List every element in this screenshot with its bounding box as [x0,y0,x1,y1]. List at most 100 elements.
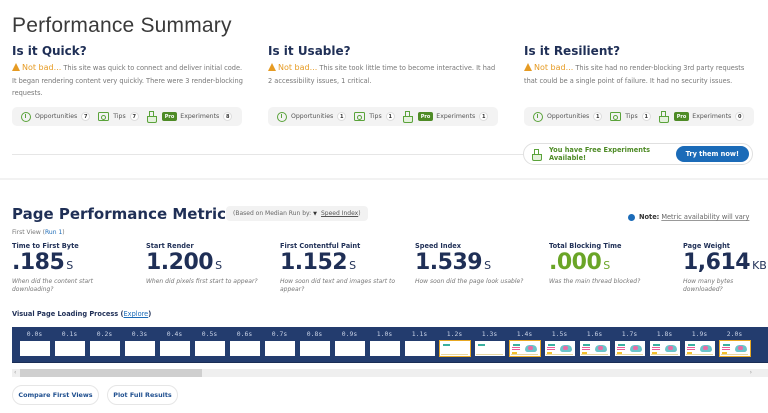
frame-time: 0.8s [306,330,323,338]
scroll-left-arrow-icon[interactable]: ‹ [14,369,17,376]
frame-time: 0.7s [271,330,288,338]
resilient-heading: Is it Resilient? [524,44,621,58]
frame-thumbnail [54,341,85,356]
experiments-chip[interactable]: Pro Experiments 1 [402,111,489,123]
filmstrip-scrollbar[interactable]: ‹ › [12,369,768,377]
experiments-count: 0 [735,112,745,121]
frame-thumbnail [264,341,295,356]
frame-thumbnail [369,341,400,356]
quick-column: Is it Quick? Not bad... This site was qu… [12,44,244,100]
filmstrip-frame[interactable]: 1.1s [402,327,437,356]
frame-thumbnail [124,341,155,356]
first-view-label: First View (Run 1) [12,229,65,236]
opportunities-count: 1 [593,112,603,121]
performance-summary: Performance Summary Is it Quick? Not bad… [0,0,768,180]
opportunities-count: 7 [81,112,91,121]
filmstrip-frame[interactable]: 1.2s [437,327,472,357]
frame-thumbnail [579,341,610,356]
frame-thumbnail [474,341,505,356]
dropdown-triangle-icon[interactable]: ▼ [313,210,317,217]
frame-time: 1.8s [656,330,673,338]
frame-time: 1.7s [621,330,638,338]
opportunities-chip[interactable]: Opportunities 7 [21,111,91,122]
warning-icon [268,63,276,71]
filmstrip-frame[interactable]: 1.7s [612,327,647,356]
filmstrip-frame[interactable]: 0.4s [157,327,192,356]
experiments-chip[interactable]: Pro Experiments 0 [658,111,745,123]
opportunities-chip[interactable]: Opportunities 1 [533,111,603,122]
filmstrip-frame[interactable]: 1.6s [577,327,612,356]
tips-chip[interactable]: Tips 1 [610,112,651,121]
usable-status: Not bad... [278,63,318,72]
filmstrip-frame[interactable]: 0.0s [17,327,52,356]
explore-link[interactable]: Explore [123,310,149,318]
usable-description: Not bad... This site took little time to… [268,63,496,85]
opportunities-chip[interactable]: Opportunities 1 [277,111,347,122]
filmstrip-frame[interactable]: 0.5s [192,327,227,356]
pro-badge: Pro [417,112,434,121]
quick-chips: Opportunities 7 Tips 7 Pro Experiments 8 [12,107,242,126]
frame-thumbnail [649,341,680,356]
frame-thumbnail [718,340,751,357]
flask-icon [146,111,157,123]
section-separator [0,178,768,180]
metric-note[interactable]: Note: Metric availability will vary [628,213,749,221]
filmstrip-frame[interactable]: 0.3s [122,327,157,356]
metric-page-weight: Page Weight 1,614 KB How many bytes downl… [683,242,767,293]
frame-thumbnail [159,341,190,356]
tips-count: 1 [641,112,651,121]
usable-heading: Is it Usable? [268,44,351,58]
frame-thumbnail [334,341,365,356]
quick-status: Not bad... [22,63,62,72]
frame-thumbnail [299,341,330,356]
filmstrip-frame[interactable]: 0.2s [87,327,122,356]
filmstrip-frame[interactable]: 1.8s [647,327,682,356]
compare-first-views-button[interactable]: Compare First Views [12,385,99,405]
pro-badge: Pro [673,112,690,121]
frame-time: 0.9s [341,330,358,338]
speed-index-link[interactable]: Speed Index [321,210,359,217]
try-them-now-button[interactable]: Try them now! [675,146,749,162]
filmstrip-frame[interactable]: 1.5s [542,327,577,356]
filmstrip-frame[interactable]: 0.8s [297,327,332,356]
filmstrip-frame[interactable]: 1.0s [367,327,402,356]
frame-thumbnail [614,341,645,356]
filmstrip-frame[interactable]: 0.1s [52,327,87,356]
frame-time: 0.1s [61,330,78,338]
tips-chip[interactable]: Tips 7 [98,112,139,121]
frame-time: 1.5s [551,330,568,338]
warning-icon [524,63,532,71]
frame-time: 1.2s [446,330,463,338]
median-run-selector: (Based on Median Run by: ▼ Speed Index ) [226,206,368,221]
tips-chip[interactable]: Tips 1 [354,112,395,121]
quick-description: Not bad... This site was quick to connec… [12,63,243,97]
tips-icon [98,112,110,121]
quick-heading: Is it Quick? [12,44,87,58]
plot-full-results-button[interactable]: Plot Full Results [107,385,178,405]
filmstrip-frame[interactable]: 0.9s [332,327,367,356]
filmstrip-frame[interactable]: 0.6s [227,327,262,356]
frame-thumbnail [404,341,435,356]
metric-ttfb: Time to First Byte .185 S When did the co… [12,242,93,293]
opportunities-icon [21,111,31,122]
metric-start-render: Start Render 1.200 S When did pixels firs… [146,242,258,285]
frame-thumbnail [508,340,541,357]
filmstrip-label: Visual Page Loading Process (Explore) [12,310,152,318]
filmstrip-frame[interactable]: 0.7s [262,327,297,356]
tips-icon [610,112,622,121]
resilient-status: Not bad... [534,63,574,72]
run-1-link[interactable]: Run 1 [45,229,63,236]
filmstrip-frame[interactable]: 1.3s [472,327,507,356]
scroll-right-arrow-icon[interactable]: › [749,369,752,376]
filmstrip-frame[interactable]: 1.9s [682,327,717,356]
free-experiments-banner: You have Free Experiments Available! Try… [523,143,753,165]
scrollbar-thumb[interactable] [20,369,202,377]
frame-time: 0.4s [166,330,183,338]
frame-time: 1.3s [481,330,498,338]
frame-thumbnail [89,341,120,356]
tips-count: 1 [385,112,395,121]
experiments-chip[interactable]: Pro Experiments 8 [146,111,233,123]
resilient-column: Is it Resilient? Not bad... This site ha… [524,44,756,87]
filmstrip-frame[interactable]: 1.4s [507,327,542,357]
filmstrip-frame[interactable]: 2.0s [717,327,752,357]
